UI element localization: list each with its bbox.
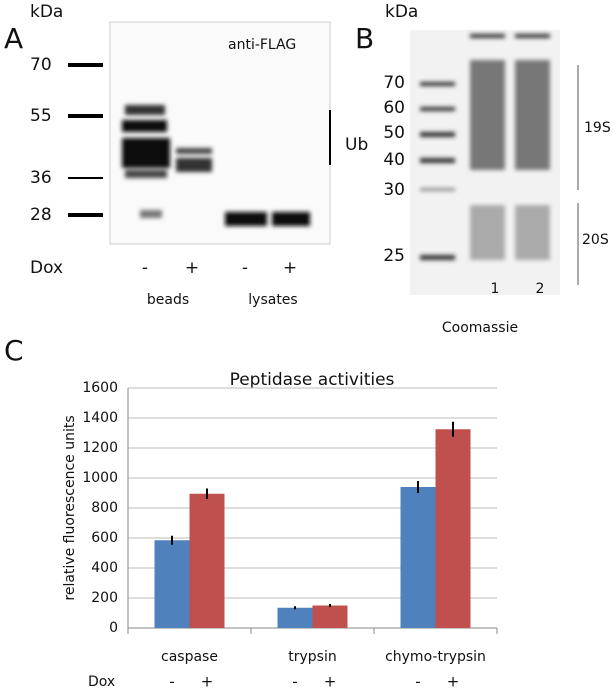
series-label: - — [169, 673, 174, 691]
bar — [400, 487, 436, 628]
y-tick-label: 600 — [91, 530, 118, 546]
marker-label: 36 — [30, 168, 52, 188]
antibody-label: anti-FLAG — [228, 37, 296, 53]
series-label: + — [201, 673, 214, 691]
y-tick-label: 200 — [91, 590, 118, 606]
sign: + — [185, 258, 199, 278]
unit-label: kDa — [385, 2, 418, 22]
bar — [312, 605, 348, 628]
y-tick-label: 1400 — [82, 410, 118, 426]
marker-label: 70 — [383, 73, 405, 93]
marker-label: 25 — [383, 246, 405, 266]
bar — [435, 429, 471, 628]
series-label: - — [415, 673, 420, 691]
marker-label: 60 — [383, 98, 405, 118]
group-label: beads — [147, 292, 189, 308]
y-tick-label: 1200 — [82, 440, 118, 456]
unit-label: kDa — [30, 2, 63, 22]
lane-label: 1 — [491, 281, 500, 297]
sign: - — [142, 258, 148, 278]
lane-label: 2 — [536, 281, 545, 297]
y-tick-label: 400 — [91, 560, 118, 576]
marker-label: 40 — [383, 150, 405, 170]
sign: - — [242, 258, 248, 278]
y-tick-label: 0 — [109, 620, 118, 636]
y-axis-label: relative fluorescence units — [62, 415, 78, 600]
chart-title: Peptidase activities — [230, 370, 395, 390]
x-tick-label: trypsin — [288, 649, 336, 665]
y-tick-label: 1600 — [82, 380, 118, 396]
bar — [154, 540, 190, 628]
sign: + — [283, 258, 297, 278]
group-label: lysates — [248, 292, 297, 308]
marker-label: 30 — [383, 180, 405, 200]
dox-label: Dox — [30, 258, 63, 278]
marker-label: 70 — [30, 55, 52, 75]
x-row-label: Dox — [88, 674, 115, 690]
x-tick-label: caspase — [161, 649, 218, 665]
bar — [189, 493, 225, 628]
region-label: 19S — [584, 120, 611, 136]
blot-bands — [122, 105, 310, 226]
bar — [277, 607, 313, 628]
series-label: + — [447, 673, 460, 691]
gel-bands — [420, 34, 550, 260]
y-tick-label: 800 — [91, 500, 118, 516]
marker-label: 28 — [30, 205, 52, 225]
panel-label: C — [4, 334, 24, 367]
bracket-label: Ub — [345, 135, 368, 155]
y-tick-label: 1000 — [82, 470, 118, 486]
series-label: - — [292, 673, 297, 691]
series-label: + — [324, 673, 337, 691]
stain-label: Coomassie — [442, 320, 518, 336]
region-label: 20S — [582, 232, 609, 248]
blot — [109, 21, 331, 245]
marker-label: 50 — [383, 123, 405, 143]
x-tick-label: chymo-trypsin — [385, 649, 486, 665]
panel-label: B — [355, 22, 374, 55]
panel-label: A — [4, 22, 23, 55]
marker-label: 55 — [30, 106, 52, 126]
